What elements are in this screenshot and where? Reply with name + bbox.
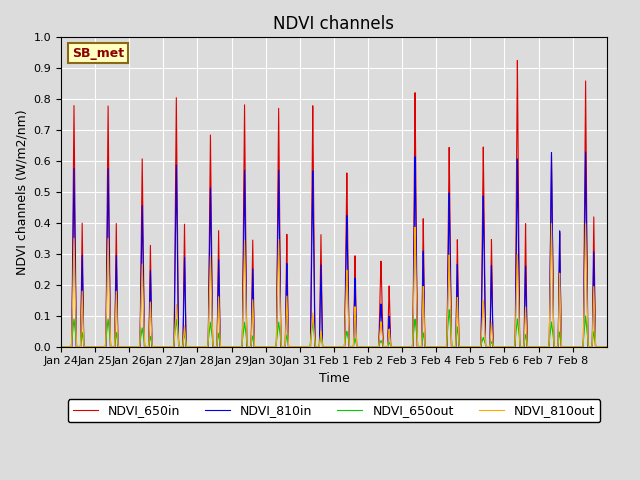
NDVI_810in	[582, 149, 589, 155]
NDVI_650out	[404, 344, 412, 349]
Text: SB_met: SB_met	[72, 47, 124, 60]
NDVI_810out	[57, 344, 65, 349]
NDVI_810in	[404, 344, 412, 349]
NDVI_650in	[57, 344, 65, 349]
NDVI_650in	[491, 344, 499, 349]
Line: NDVI_810in: NDVI_810in	[61, 152, 607, 347]
NDVI_810in	[380, 344, 388, 349]
NDVI_650out	[603, 344, 611, 349]
NDVI_650out	[462, 344, 470, 349]
NDVI_810out	[582, 220, 589, 226]
NDVI_650in	[461, 344, 469, 349]
NDVI_650out	[445, 307, 453, 312]
NDVI_650out	[84, 344, 92, 349]
NDVI_810in	[603, 344, 611, 349]
NDVI_810out	[255, 344, 262, 349]
Title: NDVI channels: NDVI channels	[273, 15, 394, 33]
NDVI_810in	[491, 344, 499, 349]
NDVI_650out	[57, 344, 65, 349]
NDVI_650out	[380, 344, 388, 349]
NDVI_810out	[461, 344, 469, 349]
X-axis label: Time: Time	[319, 372, 349, 385]
Line: NDVI_810out: NDVI_810out	[61, 223, 607, 347]
NDVI_810out	[380, 344, 388, 349]
NDVI_810out	[404, 344, 412, 349]
NDVI_650in	[84, 344, 92, 349]
NDVI_650in	[255, 344, 262, 349]
NDVI_650in	[380, 344, 388, 349]
NDVI_650out	[255, 344, 262, 349]
NDVI_810in	[255, 344, 262, 349]
NDVI_810in	[461, 344, 469, 349]
Legend: NDVI_650in, NDVI_810in, NDVI_650out, NDVI_810out: NDVI_650in, NDVI_810in, NDVI_650out, NDV…	[68, 399, 600, 422]
NDVI_650out	[491, 344, 499, 349]
NDVI_650in	[404, 344, 412, 349]
NDVI_810in	[57, 344, 65, 349]
NDVI_810out	[491, 344, 499, 349]
NDVI_650in	[513, 58, 521, 63]
NDVI_810out	[603, 344, 611, 349]
NDVI_650in	[603, 344, 611, 349]
NDVI_810in	[84, 344, 92, 349]
Line: NDVI_650out: NDVI_650out	[61, 310, 607, 347]
Line: NDVI_650in: NDVI_650in	[61, 60, 607, 347]
Y-axis label: NDVI channels (W/m2/nm): NDVI channels (W/m2/nm)	[15, 109, 28, 275]
NDVI_810out	[84, 344, 92, 349]
